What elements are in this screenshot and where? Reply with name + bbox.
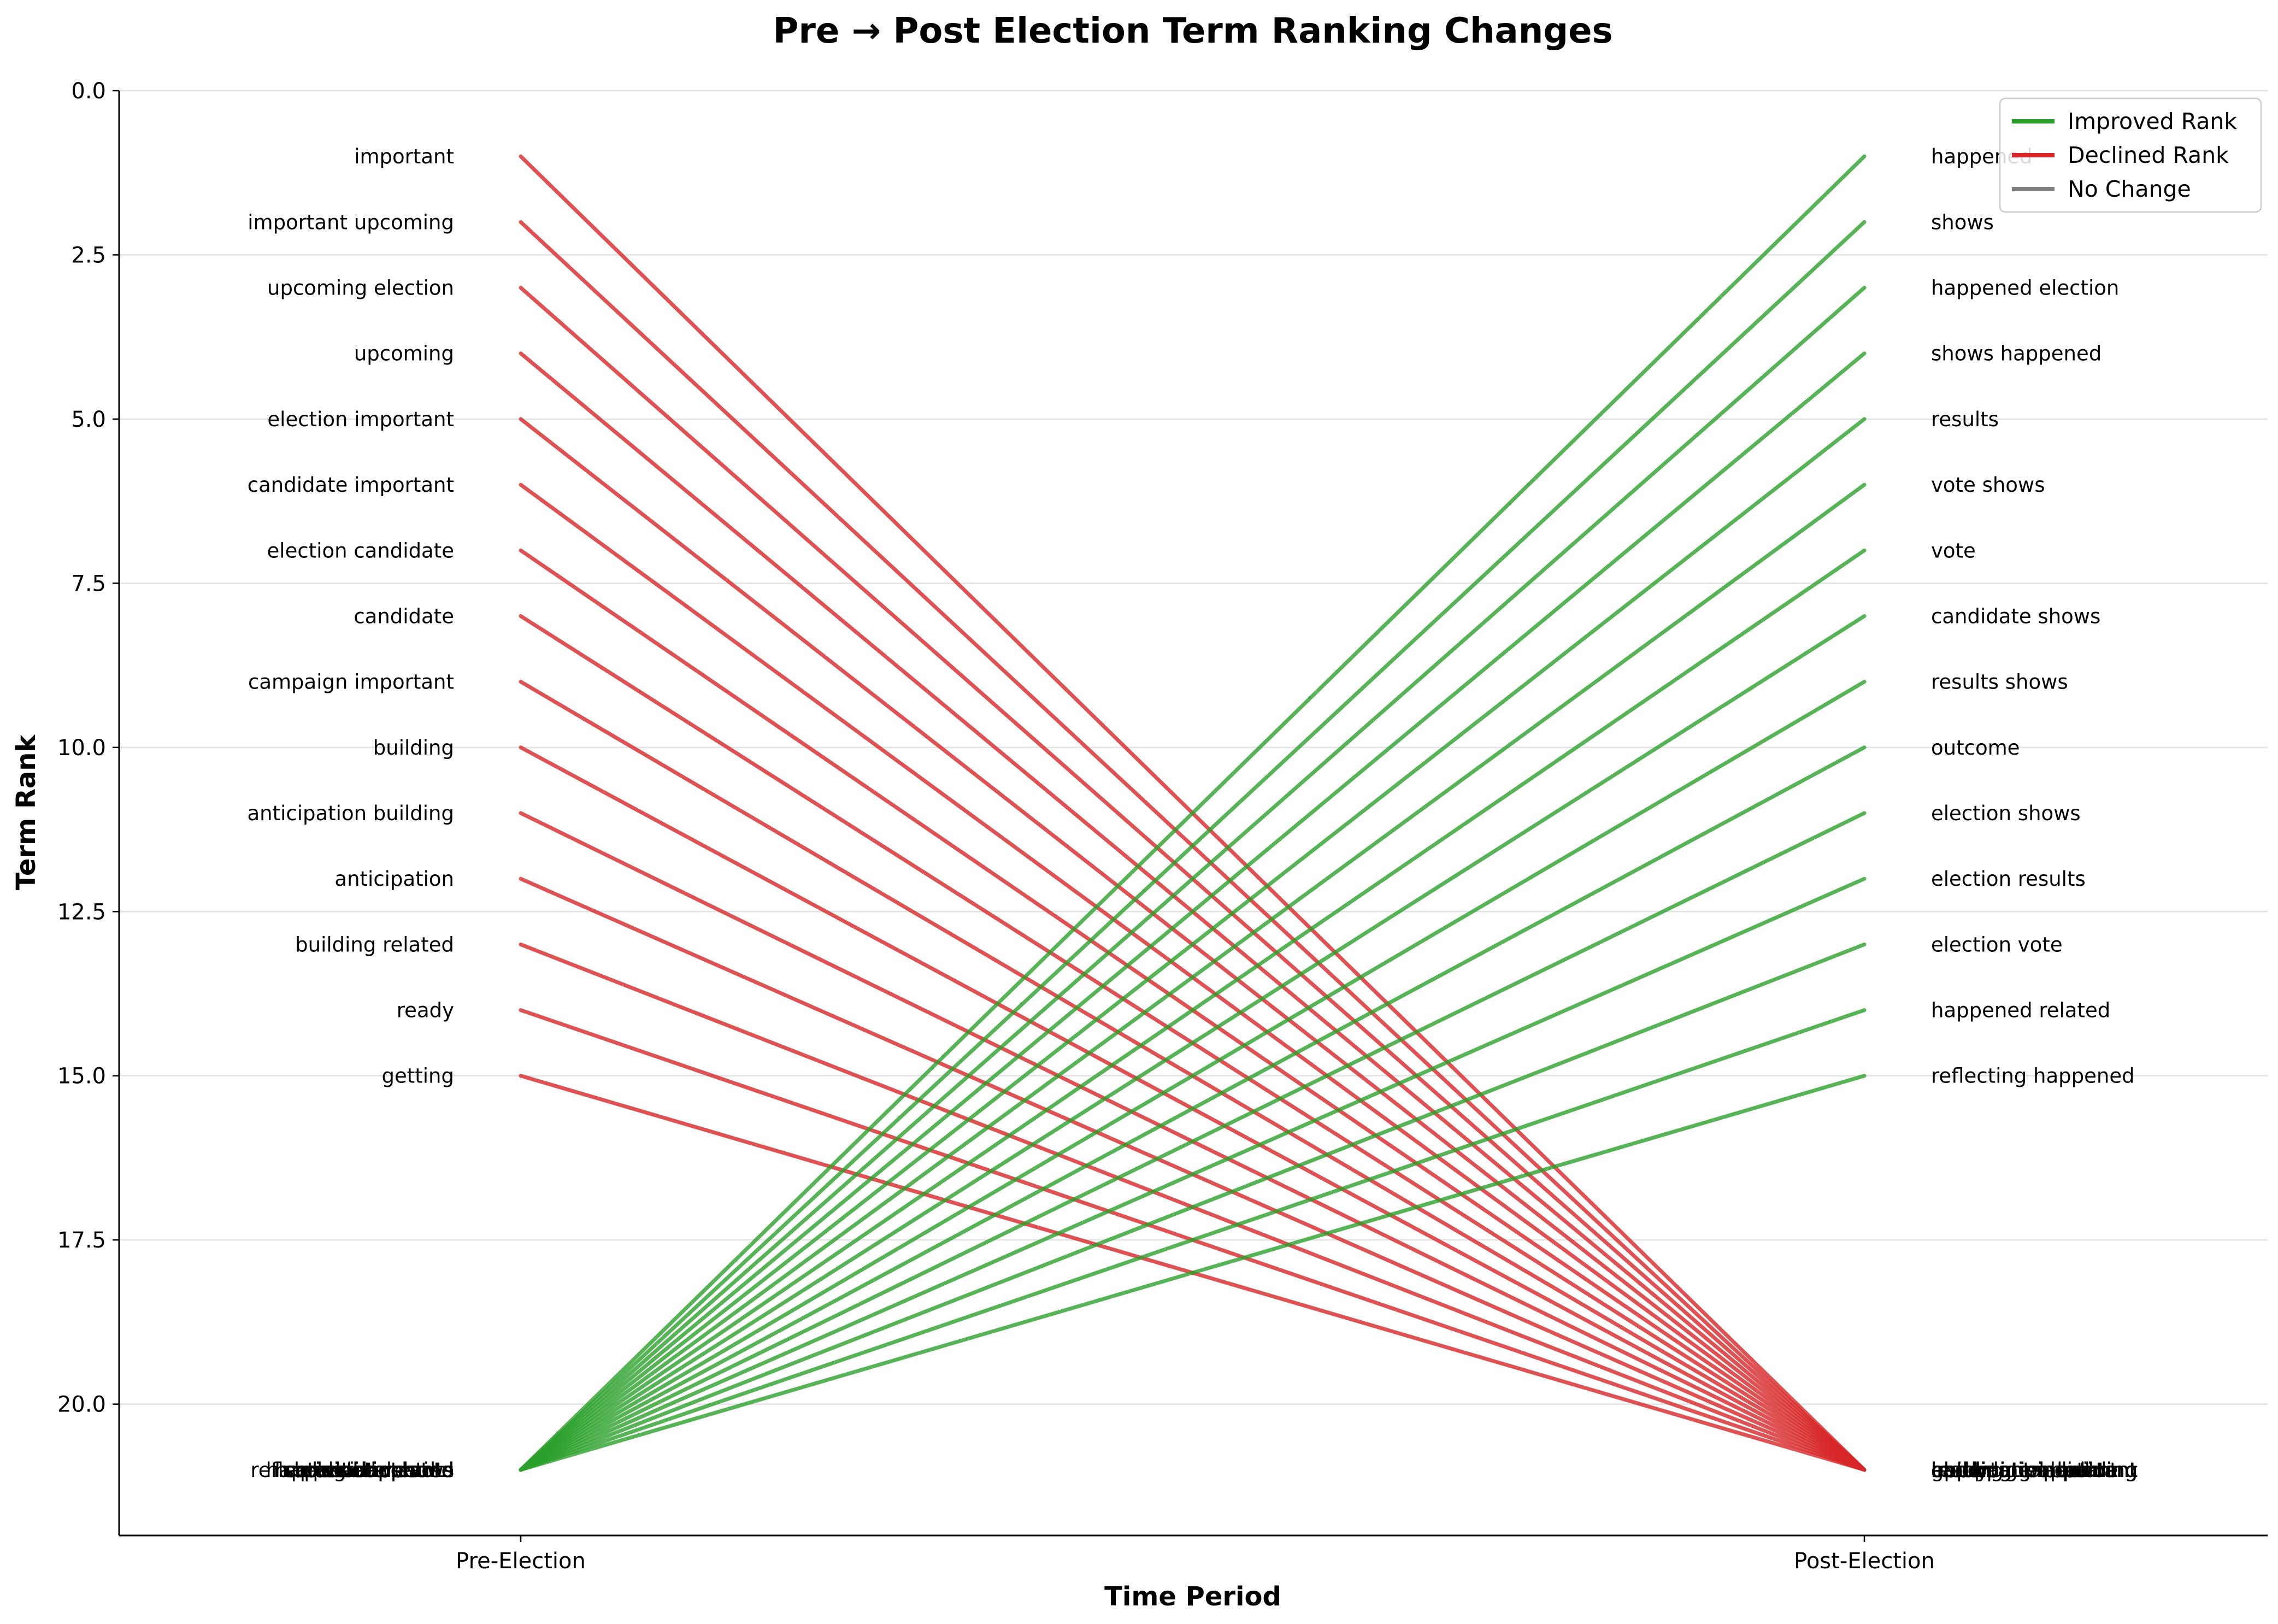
legend-label: No Change [2068,176,2191,202]
legend-label: Declined Rank [2068,142,2229,168]
post-term-label: building related [1931,1458,2090,1482]
rank-line [519,483,1867,1472]
y-tick-label: 0.0 [71,79,106,104]
post-term-label: election important [1931,1458,2118,1482]
rank-line [519,351,1867,1472]
rank-line [519,1074,1867,1472]
post-term-label: candidate important [1931,1458,2138,1482]
post-term-label: results [1931,408,1999,431]
pre-term-label: shows [391,1458,454,1482]
y-tick-label: 7.5 [71,571,106,596]
post-term-label: election results [1931,867,2086,891]
rank-line [519,548,1867,1472]
post-term-label: shows happened [1931,342,2102,366]
post-term-label: happened election [1931,276,2119,300]
pre-term-label: upcoming [354,342,454,366]
pre-term-label: vote shows [340,1458,454,1482]
pre-term-label: election vote [322,1458,454,1482]
pre-term-label: election shows [304,1458,454,1482]
axes: 0.0 2.5 5.0 7.5 10.0 12.5 15.0 17.5 20.0 Pre-Elec… [57,79,2268,1574]
pre-term-label: election candidate [267,539,454,562]
post-term-label: building [1931,1458,2012,1482]
pre-term-label: getting [382,1064,454,1088]
y-tick-label: 10.0 [57,735,106,761]
post-term-label: important upcoming [1931,1458,2138,1482]
post-term-label: outcome [1931,736,2020,760]
rank-line [519,614,1867,1472]
post-term-label: candidate shows [1931,604,2100,628]
y-tick-label: 12.5 [57,899,106,925]
y-axis-label: Term Rank [11,734,42,891]
pre-term-label: anticipation building [247,802,454,825]
post-term-label: important [1931,1458,2031,1482]
post-term-label: upcoming election [1931,1458,2118,1482]
pre-term-label: results [386,1458,454,1482]
pre-term-label: shows happened [284,1458,454,1482]
rank-lines [519,154,1867,1472]
pre-term-label: building related [295,933,454,956]
pre-term-label: vote [409,1458,454,1482]
post-term-label: reflecting happened [1931,1064,2135,1088]
post-term-label: election shows [1931,802,2081,825]
pre-term-label: reflecting happened [250,1458,454,1482]
post-term-label: candidate [1931,1458,2032,1482]
pre-term-label: results shows [317,1458,454,1482]
pre-term-label: election results [299,1458,454,1482]
rank-line [519,942,1867,1472]
rank-line [519,745,1867,1472]
post-term-label: vote shows [1931,473,2045,497]
x-tick-label: Post-Election [1794,1549,1935,1574]
post-term-label: ready [1931,1458,1988,1482]
rank-line [519,417,1867,1472]
post-term-label: anticipation building [1931,1458,2138,1482]
rank-line [519,876,1867,1472]
y-tick-label: 17.5 [57,1228,106,1253]
pre-term-label: outcome [366,1458,454,1482]
rank-line [519,220,1867,1472]
post-term-label: getting [1931,1458,2003,1482]
pre-term-label: campaign important [248,670,454,694]
pre-term-label: candidate shows [285,1458,454,1482]
rank-line [519,154,1867,1472]
pre-term-label: election important [267,408,454,431]
y-tick-label: 20.0 [57,1392,106,1417]
legend: Improved Rank Declined Rank No Change [1999,97,2262,213]
pre-term-label: ready [397,999,454,1022]
legend-label: Improved Rank [2068,108,2237,134]
post-term-label: upcoming [1931,1458,2031,1482]
post-term-label: happened related [1931,999,2110,1022]
post-term-label: campaign important [1931,1458,2137,1482]
pre-term-label: candidate important [248,473,454,497]
post-term-label: results shows [1931,670,2068,694]
pre-term-label: upcoming election [267,276,454,300]
rank-line [519,1008,1867,1472]
y-tick-label: 2.5 [71,243,106,268]
pre-term-label: happened related [275,1458,454,1482]
pre-term-label: building [373,736,454,760]
y-tick-label: 15.0 [57,1064,106,1089]
pre-term-label: important [354,145,454,168]
post-term-label: election candidate [1931,1458,2118,1482]
pre-term-label: happened election [266,1458,454,1482]
pre-term-label: candidate [354,604,454,628]
post-term-label: anticipation [1931,1458,2051,1482]
rank-line [519,680,1867,1472]
pre-term-label: happened [352,1458,454,1482]
rank-line [519,811,1867,1472]
pre-term-label: anticipation [334,867,454,891]
post-term-label: shows [1931,210,1994,234]
legend-box [1999,97,2262,213]
chart-title: Pre → Post Election Term Ranking Changes [773,11,1612,51]
post-term-label: vote [1931,539,1976,562]
post-term-label: election vote [1931,933,2063,956]
x-tick-label: Pre-Election [456,1549,586,1574]
x-axis-label: Time Period [1104,1581,1281,1612]
rank-line [519,286,1867,1472]
y-tick-label: 5.0 [71,407,106,432]
pre-term-label: important upcoming [248,210,454,234]
